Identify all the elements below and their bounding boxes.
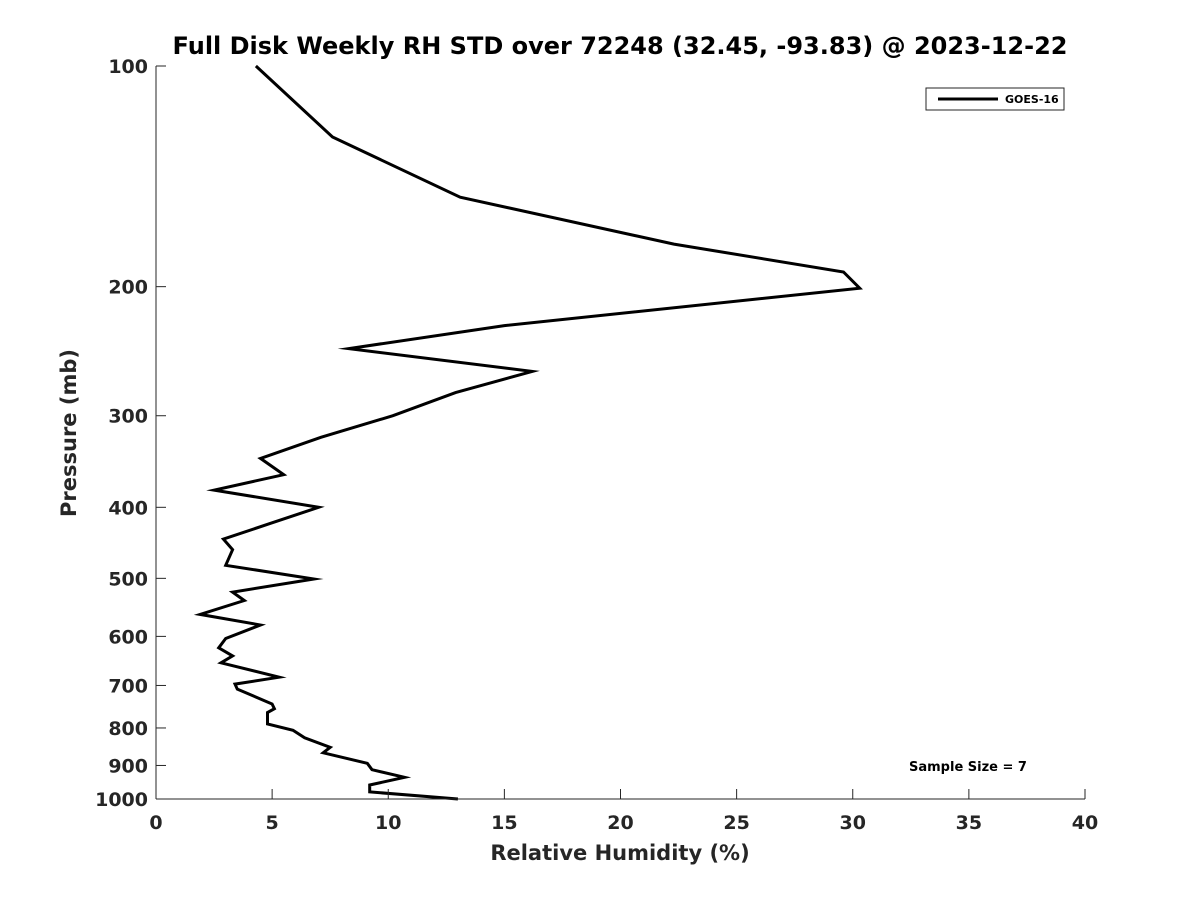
- y-tick-label: 400: [108, 497, 148, 519]
- y-tick-label: 600: [108, 626, 148, 648]
- x-tick-label: 15: [491, 812, 517, 834]
- y-tick-label: 1000: [95, 789, 148, 811]
- legend: GOES-16: [925, 87, 1065, 111]
- y-tick-label: 100: [108, 56, 148, 78]
- y-tick-label: 700: [108, 675, 148, 697]
- x-tick-label: 10: [375, 812, 401, 834]
- x-tick-label: 30: [840, 812, 866, 834]
- legend-label-goes-16: GOES-16: [1005, 93, 1059, 106]
- y-axis: 100 200 300 400 500 600 700 800 900 1000: [95, 56, 166, 811]
- x-tick-label: 25: [723, 812, 749, 834]
- y-axis-label: Pressure (mb): [57, 349, 81, 517]
- x-axis-label: Relative Humidity (%): [490, 841, 749, 865]
- y-tick-label: 500: [108, 568, 148, 590]
- series-line-goes-16: [193, 64, 863, 801]
- y-tick-label: 200: [108, 277, 148, 299]
- y-tick-label: 800: [108, 718, 148, 740]
- x-tick-label: 5: [266, 812, 279, 834]
- x-tick-label: 20: [607, 812, 633, 834]
- x-tick-label: 40: [1072, 812, 1098, 834]
- y-tick-label: 300: [108, 406, 148, 428]
- y-tick-label: 900: [108, 755, 148, 777]
- x-axis: 0 5 10 15 20 25 30 35 40: [149, 789, 1098, 834]
- x-tick-label: 35: [956, 812, 982, 834]
- x-tick-label: 0: [149, 812, 162, 834]
- chart-title: Full Disk Weekly RH STD over 72248 (32.4…: [173, 32, 1068, 60]
- sample-size-annotation: Sample Size = 7: [909, 760, 1027, 775]
- plot-area: [193, 64, 863, 801]
